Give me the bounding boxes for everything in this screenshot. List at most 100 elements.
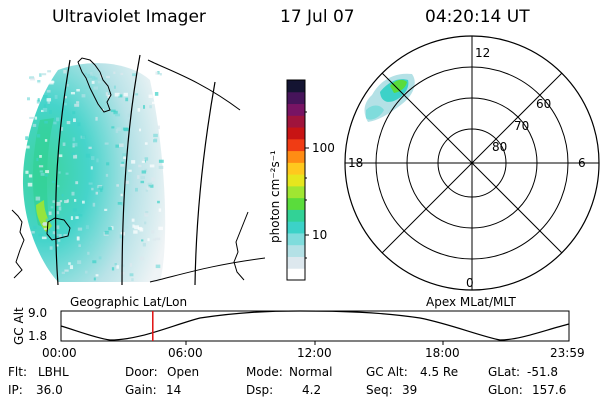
emission-pixel (146, 186, 151, 190)
time-tick-0600: 06:00 (168, 346, 203, 360)
emission-pixel (39, 155, 42, 158)
seq-label: Seq: (366, 383, 393, 397)
emission-pixel (56, 201, 61, 206)
emission-pixel (90, 241, 93, 244)
emission-pixel (115, 113, 121, 117)
emission-pixel (84, 72, 87, 76)
emission-pixel (111, 126, 115, 129)
apex-label: Apex MLat/MLT (426, 295, 516, 309)
emission-pixel (105, 173, 109, 177)
emission-pixel (85, 270, 88, 274)
emission-pixel (54, 94, 58, 99)
emission-pixel (149, 164, 155, 168)
emission-pixel (158, 226, 164, 231)
emission-pixel (56, 211, 60, 215)
emission-pixel (95, 191, 98, 195)
emission-pixel (57, 239, 61, 242)
emission-pixel (45, 174, 48, 177)
mlat-60-label: 60 (536, 97, 552, 111)
emission-pixel (59, 200, 63, 203)
emission-pixel (133, 230, 138, 234)
emission-pixel (106, 162, 110, 166)
emission-pixel (139, 128, 142, 132)
emission-pixel (144, 157, 149, 161)
emission-pixel (81, 135, 86, 139)
emission-pixel (132, 224, 135, 228)
emission-pixel (64, 96, 67, 99)
emission-pixel (118, 94, 123, 98)
emission-pixel (42, 108, 48, 112)
emission-pixel (69, 265, 74, 270)
emission-pixel (92, 202, 96, 207)
emission-pixel (93, 277, 96, 281)
emission-pixel (36, 99, 40, 104)
emission-pixel (25, 136, 29, 140)
emission-pixel (52, 200, 55, 203)
dsp-label: Dsp: (246, 383, 274, 397)
emission-pixel (71, 191, 75, 196)
emission-pixel (97, 81, 102, 84)
emission-pixel (139, 256, 145, 261)
emission-pixel (123, 156, 126, 160)
coastline-south (46, 217, 71, 241)
emission-pixel (137, 226, 142, 231)
emission-pixel (135, 93, 139, 96)
ip-value: 36.0 (36, 383, 63, 397)
emission-pixel (155, 237, 161, 241)
emission-pixel (44, 274, 47, 278)
emission-pixel (131, 160, 136, 164)
emission-pixel (129, 263, 133, 267)
emission-pixel (116, 127, 122, 131)
emission-pixel (127, 113, 131, 118)
emission-pixel (110, 109, 116, 113)
emission-pixel (125, 97, 129, 102)
geographic-label: Geographic Lat/Lon (70, 295, 188, 309)
flt-label: Flt: (8, 365, 27, 379)
mlt-6-label: 6 (578, 156, 586, 170)
geographic-map (11, 54, 265, 285)
emission-pixel (43, 95, 48, 99)
door-value: Open (167, 365, 200, 379)
time-tick-0000: 00:00 (42, 346, 77, 360)
emission-pixel (82, 200, 85, 204)
emission-pixel (85, 153, 91, 158)
colorbar-cell (287, 127, 305, 140)
emission-pixel (27, 97, 30, 101)
emission-pixel (57, 221, 62, 225)
emission-pixel (104, 208, 108, 211)
emission-pixel (155, 71, 159, 75)
glat-value: -51.8 (527, 365, 559, 379)
time-tick-1800: 18:00 (425, 346, 460, 360)
emission-pixel (106, 208, 110, 212)
emission-pixel (34, 116, 38, 120)
emission-pixel (92, 260, 97, 264)
emission-pixel (58, 234, 62, 238)
emission-pixel (122, 127, 128, 131)
colorbar-cell (287, 256, 305, 269)
coastline-west (11, 209, 25, 279)
emission-pixel (116, 265, 119, 269)
emission-pixel (147, 238, 150, 242)
emission-pixel (28, 174, 33, 178)
emission-pixel (100, 189, 103, 192)
emission-pixel (132, 73, 137, 77)
mlt-0-label: 0 (466, 276, 474, 290)
emission-pixel (61, 271, 66, 275)
emission-pixel (27, 182, 33, 187)
colorbar-cell (287, 268, 305, 281)
colorbar-cell (287, 91, 305, 105)
emission-pixel (91, 156, 95, 160)
emission-pixel (38, 233, 44, 237)
dsp-value: 4.2 (302, 383, 322, 397)
emission-pixel (77, 122, 81, 127)
emission-pixel (131, 278, 134, 282)
mlat-80-label: 80 (492, 140, 508, 154)
emission-pixel (144, 142, 148, 145)
emission-pixel (134, 225, 139, 230)
emission-pixel (55, 233, 60, 237)
emission-pixel (65, 172, 69, 175)
emission-pixel (50, 206, 54, 209)
emission-pixel (76, 236, 80, 241)
emission-pixel (66, 121, 71, 125)
emission-pixel (128, 194, 132, 198)
